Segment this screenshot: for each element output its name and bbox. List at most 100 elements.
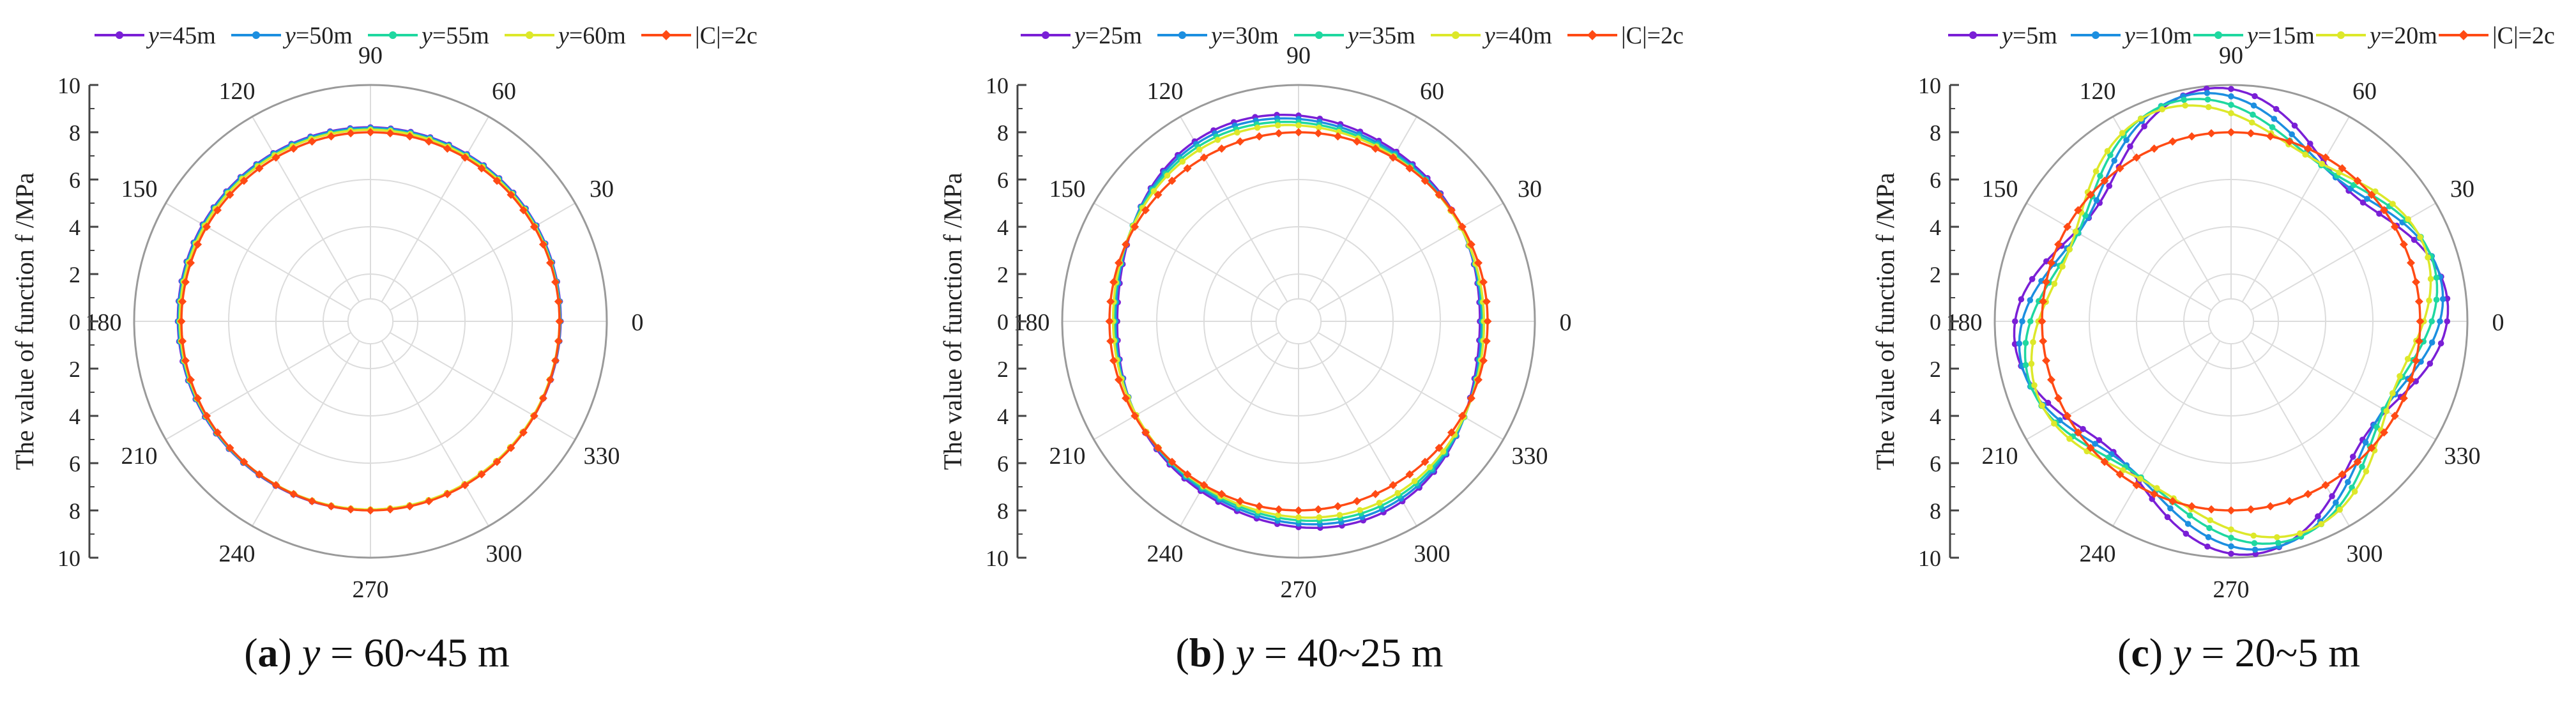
series-point <box>1467 240 1475 249</box>
series-point <box>2119 130 2126 136</box>
legend-marker <box>1178 31 1186 39</box>
series-point <box>2054 240 2063 249</box>
series-point <box>1183 470 1192 478</box>
series-point <box>1236 137 1245 146</box>
series-point <box>2417 234 2423 241</box>
series-point <box>2321 153 2330 162</box>
series-point <box>1141 428 1150 437</box>
angle-tick-label: 30 <box>2450 176 2474 203</box>
series-point <box>2399 240 2408 249</box>
legend-label-text: =5m <box>2013 22 2057 49</box>
series-point <box>2127 143 2133 150</box>
series-point <box>1122 394 1131 402</box>
series-point <box>2297 530 2303 537</box>
angle-tick-label: 0 <box>632 309 644 336</box>
series-point <box>2205 103 2212 111</box>
series-point <box>2141 123 2147 130</box>
series-point <box>2205 534 2212 540</box>
series-point <box>2041 356 2050 365</box>
series-point <box>186 259 195 268</box>
legend-label-text: =50m <box>296 22 353 49</box>
radial-tick-label: 6 <box>69 167 80 193</box>
legend-label-var: y <box>1999 22 2013 49</box>
legend-marker <box>661 30 671 40</box>
series-point <box>2411 236 2418 243</box>
radial-tick-label: 2 <box>69 262 80 287</box>
series-point <box>2207 129 2216 138</box>
series-point <box>2269 124 2276 130</box>
series-point <box>2132 153 2141 162</box>
series-point <box>255 164 264 173</box>
series-point <box>1352 137 1361 146</box>
series-point <box>2275 539 2282 546</box>
series-point <box>2271 116 2278 122</box>
legend-label: y=20m <box>2367 22 2437 49</box>
series-point <box>225 443 234 452</box>
series-point <box>2248 119 2255 126</box>
series-point <box>2228 86 2234 93</box>
series-point <box>2027 318 2034 325</box>
series-point <box>2338 470 2347 478</box>
series-point <box>2246 129 2255 138</box>
series-point <box>2092 168 2100 174</box>
legend-marker <box>1452 31 1459 39</box>
legend-label: y=5m <box>1999 22 2057 49</box>
legend-marker <box>389 31 397 39</box>
series-point <box>1482 337 1491 346</box>
series-point <box>2359 463 2365 470</box>
series-point <box>2252 93 2258 100</box>
series-point <box>2407 259 2416 268</box>
series-point <box>1179 158 1186 165</box>
series-point <box>2246 505 2255 514</box>
series-point <box>2303 489 2312 498</box>
series-point <box>1435 443 1444 452</box>
series-point <box>538 240 547 249</box>
series-point <box>1394 490 1401 496</box>
legend-label: y=30m <box>1208 22 1279 49</box>
series-point <box>2433 274 2440 281</box>
series-point <box>1168 176 1177 185</box>
outer-circle <box>1061 84 1536 559</box>
series-point <box>2111 157 2117 164</box>
outer-circle <box>133 84 608 559</box>
series-point <box>2051 280 2058 287</box>
series-point <box>1274 129 1283 138</box>
series-point <box>194 394 202 402</box>
series-point <box>2072 228 2079 235</box>
legend-label-text: =10m <box>2135 22 2192 49</box>
series-point <box>1474 375 1483 384</box>
legend-label: |C|=2c <box>1621 22 1684 49</box>
series-point <box>1200 153 1208 162</box>
series-point <box>1426 464 1433 471</box>
radial-tick-label: 4 <box>69 404 80 429</box>
grid-spoke <box>1094 321 1299 440</box>
angle-tick-label: 210 <box>1049 443 1086 470</box>
series-point <box>2379 428 2388 437</box>
series-point <box>2100 176 2109 185</box>
angle-tick-label: 30 <box>1518 176 1542 203</box>
series-point <box>2359 199 2366 206</box>
legend-label-text: =55m <box>432 22 489 49</box>
grid-spoke <box>252 116 371 322</box>
series-point <box>2066 436 2073 442</box>
radial-tick-label: 2 <box>69 356 80 382</box>
series-point <box>1274 122 1281 128</box>
series-point <box>2137 475 2144 482</box>
grid-spoke <box>2230 321 2436 440</box>
series-point <box>1314 505 1323 514</box>
series-point <box>2104 148 2111 155</box>
series-point <box>1109 277 1118 286</box>
series-point <box>2367 443 2376 452</box>
grid-spoke <box>2112 321 2232 526</box>
series-point <box>1183 164 1192 173</box>
series-point <box>1154 190 1162 199</box>
series-point <box>2353 457 2362 466</box>
radial-tick-label: 6 <box>1930 451 1941 477</box>
angle-tick-label: 240 <box>219 540 255 567</box>
series-point <box>551 277 560 286</box>
series-point <box>492 457 501 466</box>
radial-tick-label: 4 <box>1930 404 1941 429</box>
series-point <box>2285 137 2294 146</box>
angle-tick-label: 120 <box>1147 78 1184 105</box>
series-point <box>507 443 515 452</box>
